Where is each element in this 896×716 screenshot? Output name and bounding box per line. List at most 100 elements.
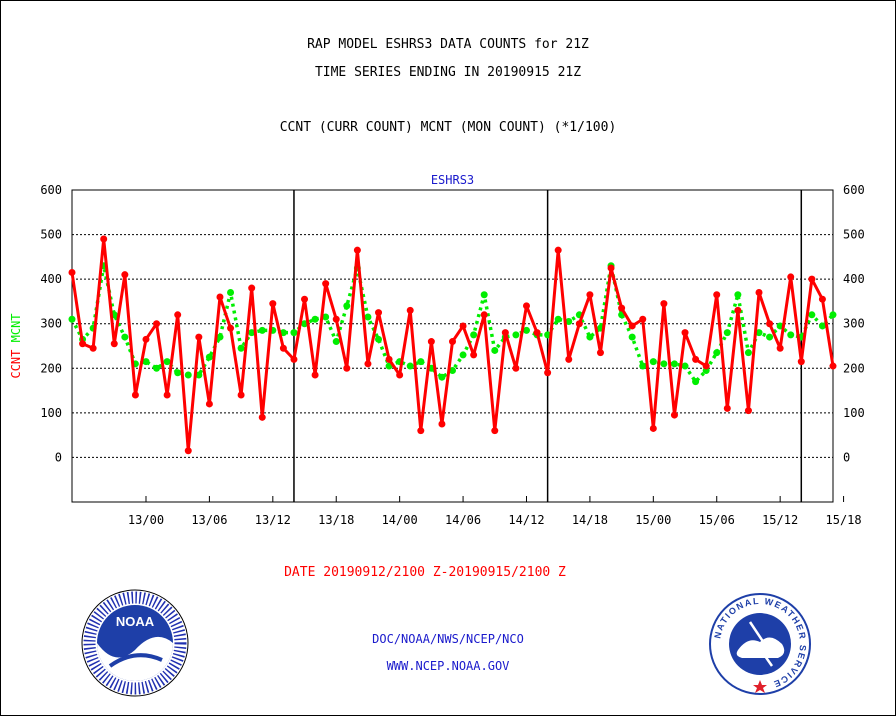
data-point-mcnt xyxy=(723,329,731,337)
data-point-mcnt xyxy=(290,329,298,337)
chart-title-line-1: RAP MODEL ESHRS3 DATA COUNTS for 21Z xyxy=(307,37,589,52)
footer-org-link[interactable]: DOC/NOAA/NWS/NCEP/NCO xyxy=(372,632,524,646)
data-point-mcnt xyxy=(554,315,562,323)
data-point-mcnt xyxy=(237,344,245,352)
y-tick-label-right: 0 xyxy=(843,450,850,464)
data-point-ccnt xyxy=(110,340,118,348)
y-tick-label-left: 200 xyxy=(40,361,62,375)
x-tick-label: 13/00 xyxy=(128,513,164,527)
data-point-mcnt xyxy=(121,333,129,341)
data-point-ccnt xyxy=(470,351,478,359)
data-point-mcnt xyxy=(512,331,520,339)
x-tick-label: 13/18 xyxy=(318,513,354,527)
data-point-ccnt xyxy=(68,268,76,276)
data-point-ccnt xyxy=(544,369,552,377)
data-point-mcnt xyxy=(248,329,256,337)
x-tick-label: 13/06 xyxy=(191,513,227,527)
data-point-mcnt xyxy=(713,349,721,357)
data-point-ccnt xyxy=(216,293,224,301)
data-point-mcnt xyxy=(829,311,837,319)
data-point-ccnt xyxy=(670,411,678,419)
data-point-ccnt xyxy=(713,291,721,299)
data-point-ccnt xyxy=(258,413,266,421)
noaa-logo[interactable]: NOAA xyxy=(80,588,190,698)
data-point-ccnt xyxy=(808,275,816,283)
data-point-ccnt xyxy=(554,246,562,254)
data-point-ccnt xyxy=(290,355,298,363)
data-point-mcnt xyxy=(438,373,446,381)
data-point-mcnt xyxy=(311,315,319,323)
y-tick-label-right: 600 xyxy=(843,183,865,197)
data-point-ccnt xyxy=(79,340,87,348)
data-point-mcnt xyxy=(755,329,763,337)
data-point-mcnt xyxy=(343,302,351,310)
data-point-ccnt xyxy=(766,320,774,328)
data-point-mcnt xyxy=(375,335,383,343)
data-point-mcnt xyxy=(332,338,340,346)
data-point-ccnt xyxy=(480,311,488,319)
data-point-ccnt xyxy=(142,335,150,343)
data-point-mcnt xyxy=(766,333,774,341)
data-point-mcnt xyxy=(163,358,171,366)
y-tick-label-right: 500 xyxy=(843,228,865,242)
data-point-mcnt xyxy=(322,313,330,321)
data-point-ccnt xyxy=(459,322,467,330)
data-point-ccnt xyxy=(406,306,414,314)
data-point-mcnt xyxy=(692,378,700,386)
data-point-mcnt xyxy=(227,289,235,297)
footer-url-link[interactable]: WWW.NCEP.NOAA.GOV xyxy=(386,659,510,673)
y-axis-label-mcnt: MCNT xyxy=(9,313,23,349)
data-point-ccnt xyxy=(174,311,182,319)
data-point-ccnt xyxy=(787,273,795,281)
data-point-ccnt xyxy=(375,309,383,317)
data-point-ccnt xyxy=(322,280,330,288)
data-point-mcnt xyxy=(184,371,192,379)
data-point-ccnt xyxy=(702,362,710,370)
chart-title-line-2: TIME SERIES ENDING IN 20190915 21Z xyxy=(314,65,582,80)
data-point-mcnt xyxy=(628,333,636,341)
data-point-ccnt xyxy=(121,271,129,279)
x-tick-label: 14/00 xyxy=(382,513,418,527)
data-point-ccnt xyxy=(163,391,171,399)
y-axis-label-ccnt: CCNT xyxy=(9,350,23,379)
data-point-ccnt xyxy=(681,329,689,337)
data-point-mcnt xyxy=(449,367,456,375)
data-point-ccnt xyxy=(332,315,340,323)
data-point-mcnt xyxy=(153,364,161,372)
data-point-mcnt xyxy=(639,362,647,370)
data-point-ccnt xyxy=(89,344,97,352)
nws-logo[interactable]: NATIONAL WEATHER SERVICE xyxy=(708,592,812,696)
data-point-ccnt xyxy=(269,300,277,308)
data-point-mcnt xyxy=(258,326,266,334)
y-tick-label-left: 400 xyxy=(40,272,62,286)
x-tick-label: 15/12 xyxy=(762,513,798,527)
data-point-mcnt xyxy=(660,360,668,368)
data-point-mcnt xyxy=(681,362,689,370)
data-point-mcnt xyxy=(734,291,742,299)
data-point-mcnt xyxy=(522,326,530,334)
data-point-mcnt xyxy=(586,333,594,341)
data-point-ccnt xyxy=(797,358,805,366)
data-point-ccnt xyxy=(575,320,583,328)
data-point-mcnt xyxy=(406,362,414,370)
date-range-label: DATE 20190912/2100 Z-20190915/2100 Z xyxy=(284,565,566,580)
data-point-mcnt xyxy=(480,291,488,299)
x-tick-label: 14/12 xyxy=(508,513,544,527)
data-point-ccnt xyxy=(723,404,731,412)
data-point-ccnt xyxy=(618,304,626,312)
data-point-ccnt xyxy=(195,333,203,341)
data-point-ccnt xyxy=(491,427,499,435)
chart-title-line-3: CCNT (CURR COUNT) MCNT (MON COUNT) (*1/1… xyxy=(279,120,617,135)
x-tick-label: 13/12 xyxy=(255,513,291,527)
data-point-ccnt xyxy=(364,360,372,368)
data-point-ccnt xyxy=(776,344,784,352)
data-point-ccnt xyxy=(734,306,742,314)
x-tick-label: 15/18 xyxy=(826,513,862,527)
data-point-ccnt xyxy=(385,355,393,363)
data-point-mcnt xyxy=(68,315,76,323)
data-point-ccnt xyxy=(565,355,573,363)
y-tick-label-left: 500 xyxy=(40,228,62,242)
x-tick-label: 15/06 xyxy=(699,513,735,527)
data-point-mcnt xyxy=(174,369,182,377)
x-tick-label: 14/18 xyxy=(572,513,608,527)
